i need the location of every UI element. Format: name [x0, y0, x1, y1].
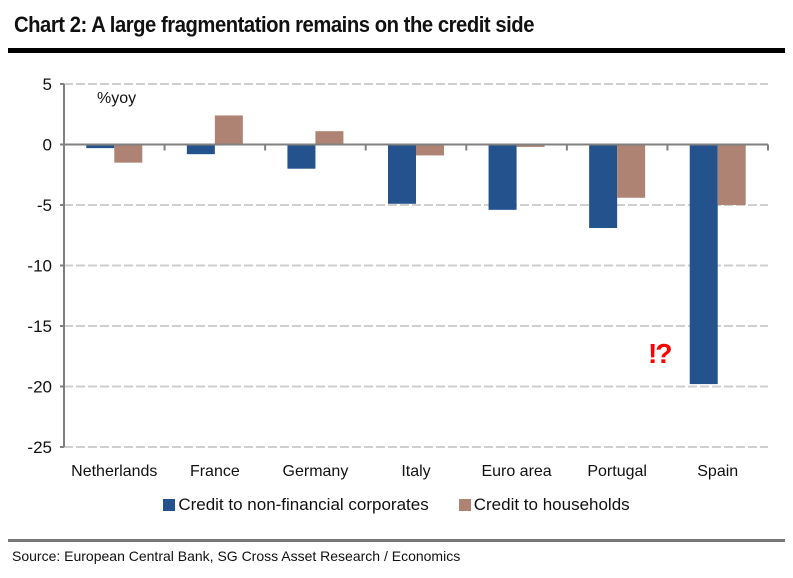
legend-swatch-households — [458, 499, 471, 511]
y-tick-label: 5 — [43, 75, 52, 94]
bar-households-portugal — [617, 144, 646, 198]
bar-households-germany — [315, 131, 344, 145]
bar-corporates-germany — [287, 144, 316, 169]
legend-item-corporates: Credit to non-financial corporates — [163, 495, 429, 515]
bar-households-netherlands — [114, 144, 143, 163]
bar-households-spain — [717, 144, 746, 205]
annotation-exclaim-question: !? — [648, 338, 672, 369]
gridlines — [64, 83, 768, 448]
source-rule — [8, 539, 785, 542]
bar-households-euro-area — [516, 144, 545, 147]
x-tick-label: France — [190, 463, 240, 480]
y-tick-label: -25 — [27, 438, 52, 457]
bar-households-italy — [416, 144, 444, 156]
axes — [60, 83, 769, 448]
legend-swatch-corporates — [163, 499, 176, 511]
chart-title: Chart 2: A large fragmentation remains o… — [14, 12, 535, 37]
source-note: Source: European Central Bank, SG Cross … — [12, 548, 461, 564]
bar-corporates-netherlands — [86, 144, 115, 149]
bar-corporates-euro-area — [488, 144, 517, 210]
bar-corporates-portugal — [589, 144, 618, 228]
x-tick-label: Portugal — [587, 463, 647, 480]
bar-households-france — [214, 115, 243, 145]
y-tick-label: 0 — [43, 136, 52, 155]
bars — [86, 115, 746, 385]
x-tick-label: Netherlands — [71, 463, 157, 480]
bar-corporates-france — [186, 144, 215, 155]
unit-label: %yoy — [97, 90, 136, 107]
x-tick-label: Euro area — [481, 463, 551, 480]
y-tick-label: -10 — [27, 257, 52, 276]
bar-chart: 5 0 -5 -10 -15 -20 -25 Netherlands France German… — [27, 75, 769, 480]
x-tick-label: Spain — [697, 463, 738, 480]
legend: Credit to non-financial corporates Credi… — [0, 495, 793, 515]
x-tick-label: Germany — [283, 463, 349, 480]
x-tick-labels: Netherlands France Germany Italy Euro area Po… — [71, 463, 738, 480]
y-tick-labels: 5 0 -5 -10 -15 -20 -25 — [27, 75, 52, 457]
legend-item-households: Credit to households — [458, 495, 630, 515]
title-rule — [8, 48, 785, 53]
y-tick-label: -15 — [27, 317, 52, 336]
y-tick-label: -20 — [27, 378, 52, 397]
bar-corporates-spain — [689, 144, 718, 385]
legend-label-corporates: Credit to non-financial corporates — [178, 495, 429, 514]
y-tick-label: -5 — [37, 196, 52, 215]
legend-label-households: Credit to households — [473, 495, 630, 514]
bar-corporates-italy — [388, 144, 416, 204]
x-tick-label: Italy — [401, 463, 430, 480]
